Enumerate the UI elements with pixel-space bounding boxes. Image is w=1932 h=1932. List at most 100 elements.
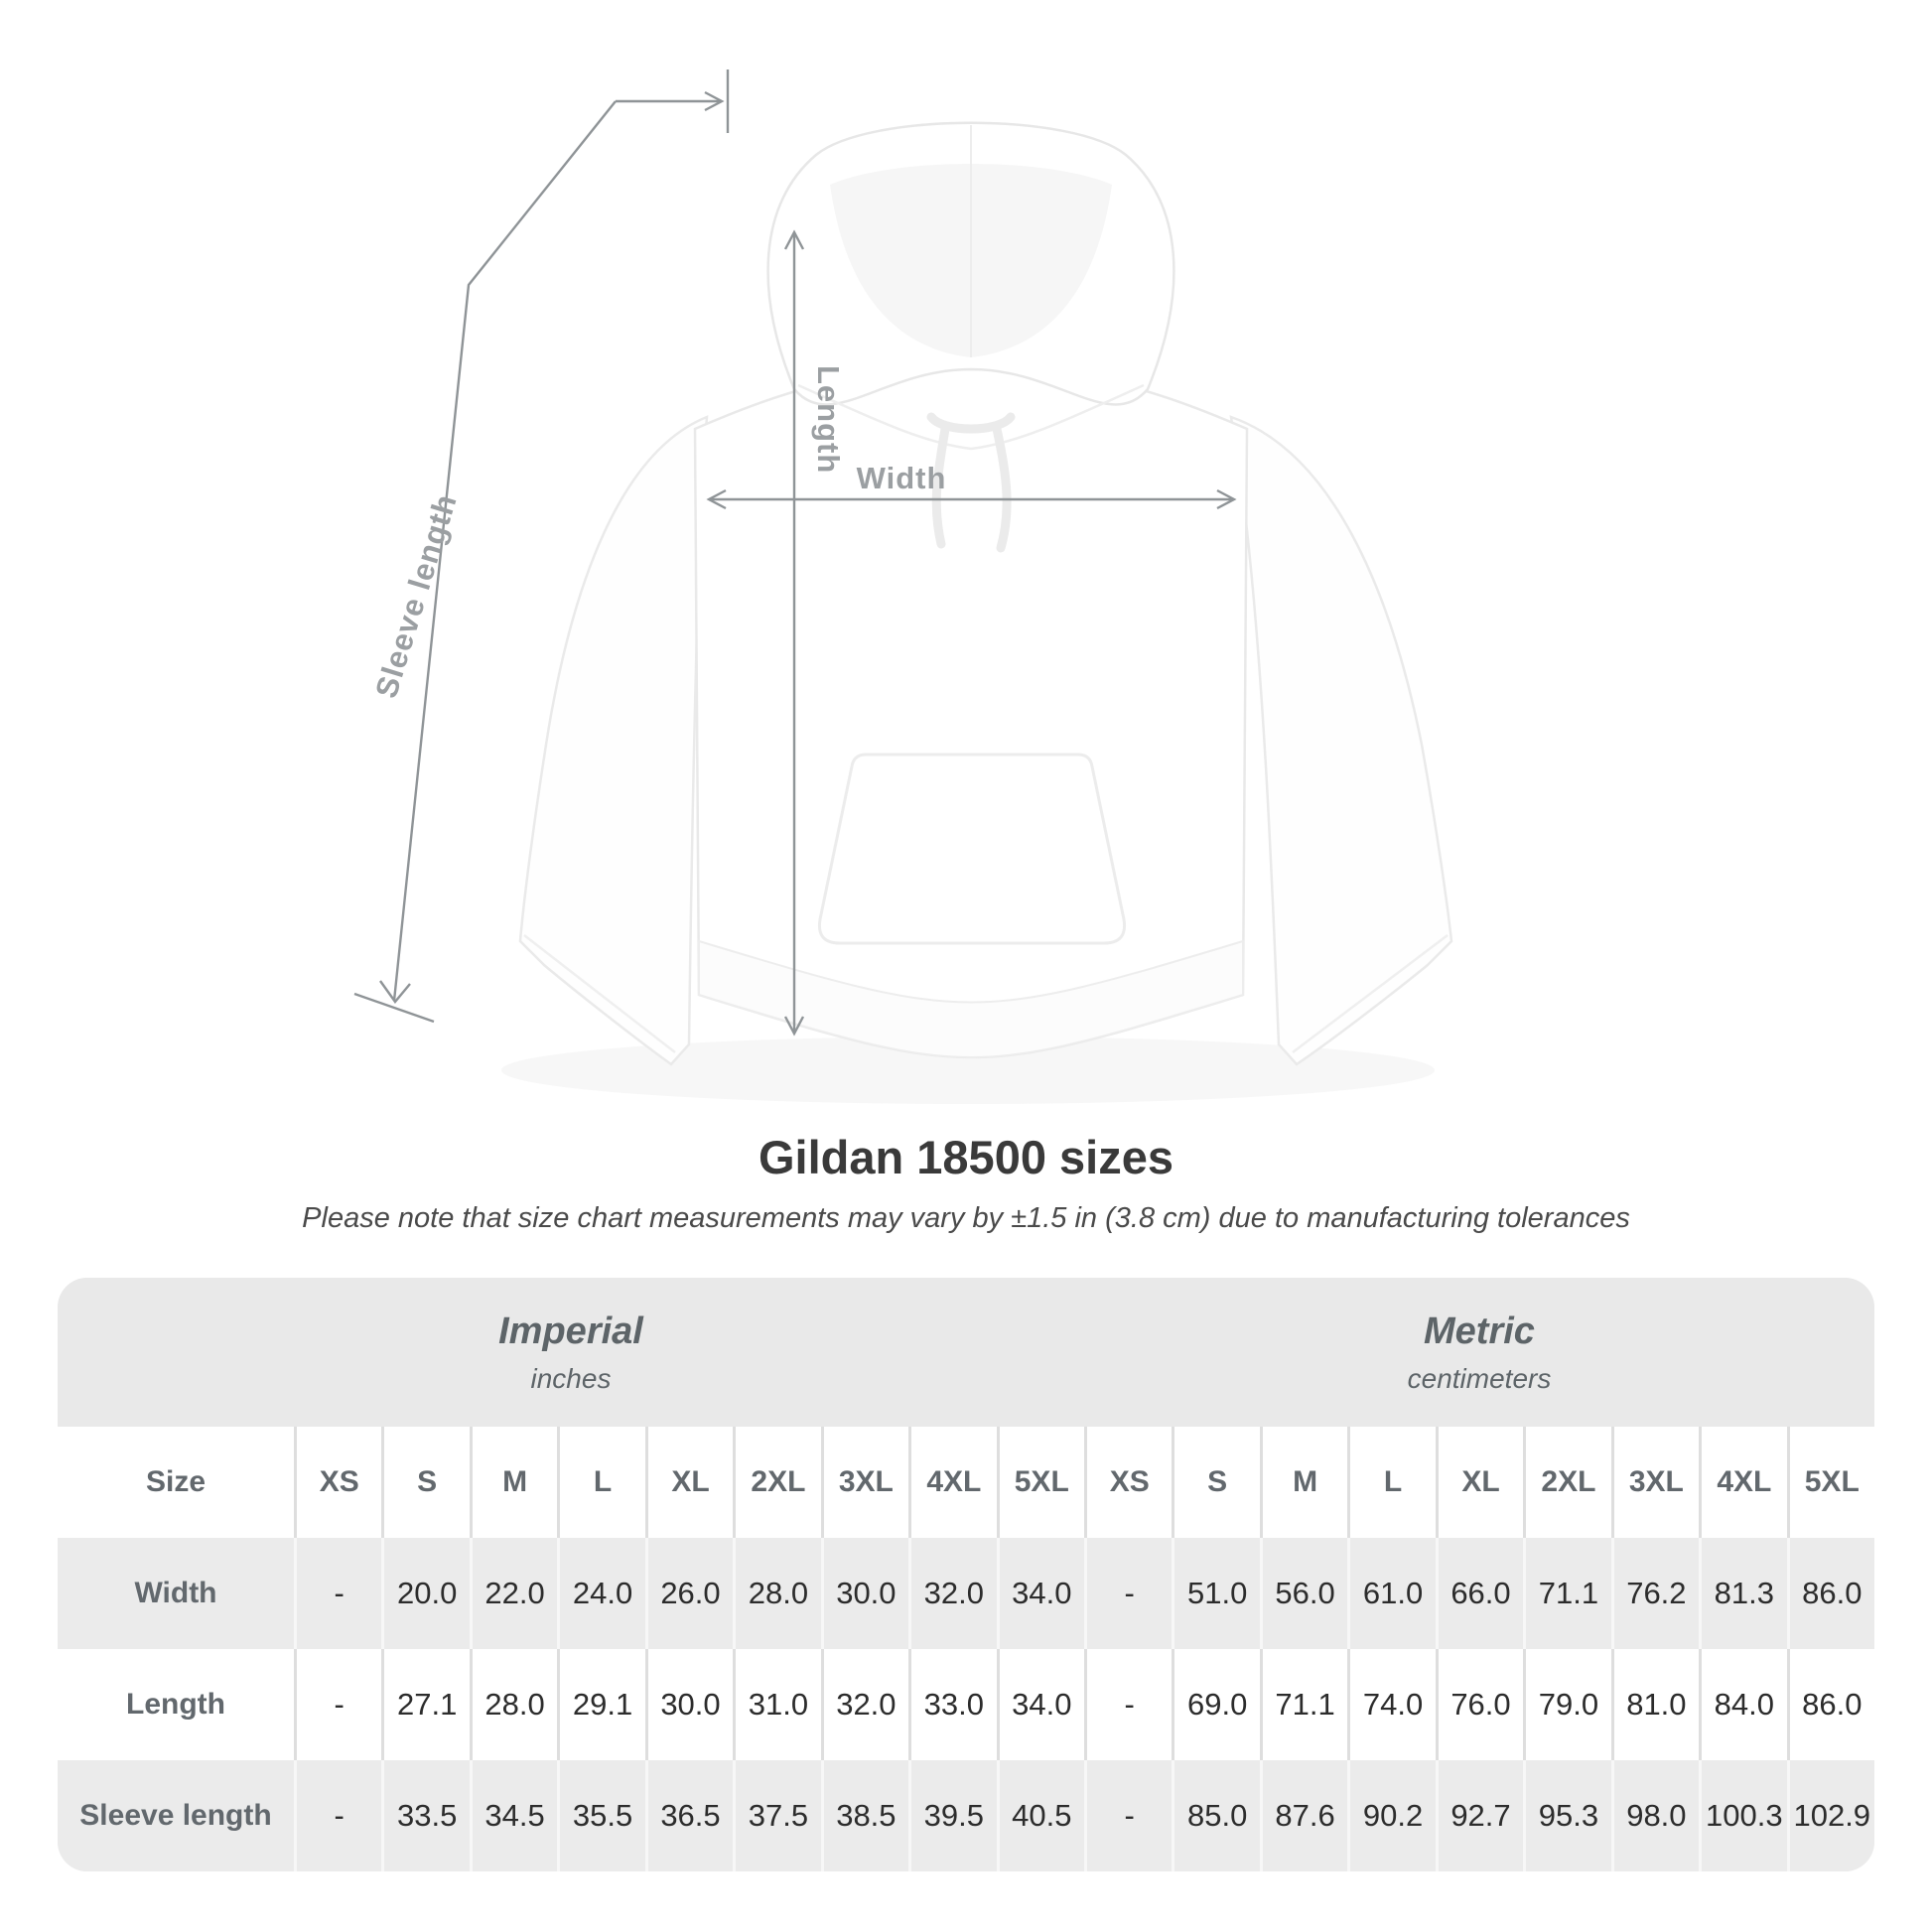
size-col-header-imperial: XS bbox=[294, 1427, 382, 1538]
drawstrings bbox=[926, 412, 1016, 553]
hoodie-illustration bbox=[501, 121, 1453, 1104]
size-header-label: Size bbox=[58, 1427, 294, 1538]
value-cell-imperial: 39.5 bbox=[908, 1760, 997, 1871]
width-label: Width bbox=[857, 461, 947, 495]
value-cell-imperial: 33.5 bbox=[381, 1760, 470, 1871]
size-col-header-metric: 5XL bbox=[1786, 1427, 1874, 1538]
value-cell-imperial: - bbox=[294, 1649, 382, 1760]
size-col-header-metric: XL bbox=[1435, 1427, 1524, 1538]
value-cell-imperial: 26.0 bbox=[644, 1538, 734, 1649]
value-cell-imperial: 28.0 bbox=[469, 1649, 558, 1760]
value-cell-metric: 69.0 bbox=[1172, 1649, 1260, 1760]
value-cell-metric: 74.0 bbox=[1347, 1649, 1436, 1760]
value-cell-imperial: 28.0 bbox=[733, 1538, 821, 1649]
value-cell-imperial: 20.0 bbox=[381, 1538, 470, 1649]
value-cell-metric: - bbox=[1083, 1649, 1173, 1760]
size-col-header-metric: S bbox=[1172, 1427, 1260, 1538]
value-cell-metric: 95.3 bbox=[1523, 1760, 1611, 1871]
value-cell-imperial: 34.0 bbox=[996, 1649, 1084, 1760]
page-subtitle: Please note that size chart measurements… bbox=[302, 1202, 1630, 1234]
value-cell-metric: - bbox=[1083, 1760, 1173, 1871]
size-col-header-metric: 4XL bbox=[1699, 1427, 1787, 1538]
sleeve-length-label: Sleeve length bbox=[368, 489, 464, 702]
value-cell-metric: 87.6 bbox=[1259, 1760, 1348, 1871]
value-cell-metric: 98.0 bbox=[1610, 1760, 1700, 1871]
size-col-header-imperial: 5XL bbox=[996, 1427, 1084, 1538]
width-line bbox=[706, 488, 1237, 510]
value-cell-metric: 71.1 bbox=[1523, 1538, 1611, 1649]
size-col-header-metric: M bbox=[1259, 1427, 1348, 1538]
value-cell-imperial: 37.5 bbox=[733, 1760, 821, 1871]
value-cell-metric: 86.0 bbox=[1786, 1649, 1874, 1760]
hem-band bbox=[698, 939, 1244, 1058]
kangaroo-pocket bbox=[817, 753, 1127, 945]
body bbox=[693, 367, 1249, 1059]
value-cell-imperial: 40.5 bbox=[996, 1760, 1084, 1871]
value-cell-metric: 81.0 bbox=[1610, 1649, 1700, 1760]
hoodie-shadow bbox=[501, 1036, 1435, 1104]
value-cell-imperial: 33.0 bbox=[908, 1649, 997, 1760]
size-col-header-imperial: L bbox=[557, 1427, 645, 1538]
sleeve-length-line bbox=[353, 69, 730, 1024]
title-block: Gildan 18500 sizes Please note that size… bbox=[0, 1130, 1932, 1235]
left-cuff-seam bbox=[523, 934, 676, 1053]
value-cell-imperial: - bbox=[294, 1538, 382, 1649]
size-col-header-metric: 3XL bbox=[1610, 1427, 1700, 1538]
row-label: Width bbox=[58, 1538, 294, 1649]
value-cell-imperial: 32.0 bbox=[820, 1649, 909, 1760]
value-cell-metric: 71.1 bbox=[1259, 1649, 1348, 1760]
metric-unit-label: centimeters bbox=[1407, 1362, 1552, 1394]
value-cell-metric: 61.0 bbox=[1347, 1538, 1436, 1649]
value-cell-imperial: 32.0 bbox=[908, 1538, 997, 1649]
imperial-unit-label: inches bbox=[530, 1362, 612, 1394]
value-cell-imperial: 30.0 bbox=[820, 1538, 909, 1649]
right-sleeve bbox=[1229, 415, 1453, 1066]
value-cell-imperial: 34.5 bbox=[469, 1760, 558, 1871]
size-col-header-metric: 2XL bbox=[1523, 1427, 1611, 1538]
size-col-header-imperial: 3XL bbox=[820, 1427, 909, 1538]
value-cell-metric: 76.0 bbox=[1435, 1649, 1524, 1760]
value-cell-metric: 92.7 bbox=[1435, 1760, 1524, 1871]
value-cell-metric: 100.3 bbox=[1699, 1760, 1787, 1871]
value-cell-imperial: 22.0 bbox=[469, 1538, 558, 1649]
value-cell-imperial: 34.0 bbox=[996, 1538, 1084, 1649]
size-col-header-imperial: XL bbox=[644, 1427, 734, 1538]
right-cuff-seam bbox=[1292, 934, 1449, 1053]
value-cell-metric: 51.0 bbox=[1172, 1538, 1260, 1649]
page-title: Gildan 18500 sizes bbox=[758, 1131, 1174, 1183]
neckline bbox=[797, 383, 1145, 451]
value-cell-imperial: 29.1 bbox=[557, 1649, 645, 1760]
value-cell-imperial: 24.0 bbox=[557, 1538, 645, 1649]
row-label: Sleeve length bbox=[58, 1760, 294, 1871]
value-cell-imperial: 36.5 bbox=[644, 1760, 734, 1871]
size-table: Imperial inches Metric centimeters Size X… bbox=[58, 1278, 1874, 1871]
metric-label: Metric bbox=[1424, 1310, 1535, 1352]
size-col-header-metric: L bbox=[1347, 1427, 1436, 1538]
value-cell-imperial: 38.5 bbox=[820, 1760, 909, 1871]
size-col-header-imperial: 2XL bbox=[733, 1427, 821, 1538]
value-cell-metric: - bbox=[1083, 1538, 1173, 1649]
length-label: Length bbox=[811, 365, 846, 474]
value-cell-metric: 85.0 bbox=[1172, 1760, 1260, 1871]
value-cell-metric: 56.0 bbox=[1259, 1538, 1348, 1649]
value-cell-metric: 86.0 bbox=[1786, 1538, 1874, 1649]
value-cell-metric: 76.2 bbox=[1610, 1538, 1700, 1649]
value-cell-imperial: 30.0 bbox=[644, 1649, 734, 1760]
left-sleeve bbox=[518, 415, 709, 1066]
value-cell-imperial: - bbox=[294, 1760, 382, 1871]
value-cell-imperial: 35.5 bbox=[557, 1760, 645, 1871]
value-cell-metric: 81.3 bbox=[1699, 1538, 1787, 1649]
size-col-header-imperial: S bbox=[381, 1427, 470, 1538]
value-cell-metric: 90.2 bbox=[1347, 1760, 1436, 1871]
header-imperial: Imperial inches bbox=[58, 1278, 1084, 1427]
value-cell-metric: 79.0 bbox=[1523, 1649, 1611, 1760]
value-cell-metric: 84.0 bbox=[1699, 1649, 1787, 1760]
header-metric: Metric centimeters bbox=[1083, 1278, 1874, 1427]
size-col-header-metric: XS bbox=[1083, 1427, 1173, 1538]
size-col-header-imperial: 4XL bbox=[908, 1427, 997, 1538]
row-label: Length bbox=[58, 1649, 294, 1760]
imperial-label: Imperial bbox=[498, 1310, 643, 1352]
size-col-header-imperial: M bbox=[469, 1427, 558, 1538]
length-line bbox=[783, 229, 805, 1036]
value-cell-imperial: 31.0 bbox=[733, 1649, 821, 1760]
